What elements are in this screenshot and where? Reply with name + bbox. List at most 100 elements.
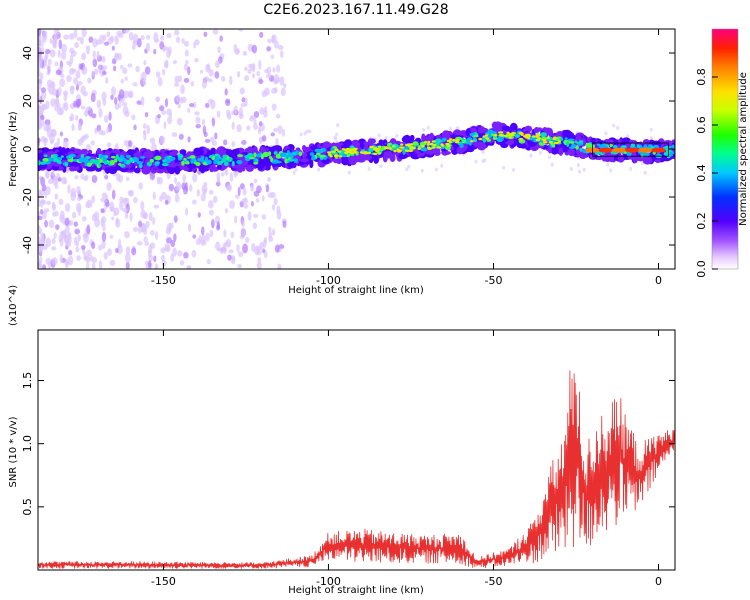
spectrogram-ridge-peak (333, 154, 338, 158)
spectrogram-speckle (79, 36, 85, 45)
spectrogram-speckle (115, 247, 119, 253)
spectrogram-ridge-core (200, 155, 205, 161)
spectrogram-speckle (101, 91, 107, 101)
spectrogram-speckle (124, 231, 130, 239)
spectrogram-speckle (277, 263, 282, 269)
spectrogram-speckle (194, 57, 199, 63)
spectrogram-ridge-core (138, 163, 143, 169)
spectrogram-speckle (51, 168, 55, 177)
spectrogram-speckle (193, 101, 197, 109)
spectrogram-speckle (275, 137, 279, 148)
spectrogram-ridge-core (223, 161, 229, 167)
spectrogram-speckle (122, 208, 128, 213)
spectrogram-speckle (123, 29, 130, 34)
spectrogram-speckle (41, 184, 47, 192)
spectrogram-speckle (195, 116, 201, 124)
spectrogram-ridge-cell (198, 164, 205, 172)
spectrogram-speckle (303, 131, 307, 136)
spectrogram-speckle (50, 81, 55, 89)
spectrogram-ridge-core (442, 137, 446, 142)
spectrogram-speckle (248, 63, 253, 69)
spectrogram-ridge-cell (501, 125, 511, 130)
spectrogram-speckle (44, 219, 48, 228)
spectrogram-speckle (128, 31, 134, 41)
snr-panel: -150 -100 -50 0 0.5 1.0 1.5 Height of straight… (8, 285, 676, 596)
spectrogram-ridge-peak (485, 137, 490, 140)
spectrogram-y-tick-label: -40 (21, 236, 34, 254)
colorbar-gradient (712, 29, 738, 269)
spectrogram-speckle (119, 196, 124, 203)
spectrogram-speckle (299, 132, 303, 137)
spectrogram-ridge-core (578, 140, 584, 144)
spectrogram-speckle (96, 99, 102, 109)
spectrogram-y-tick-label: 20 (21, 94, 34, 108)
spectrogram-speckle (100, 197, 106, 203)
spectrogram-speckle (187, 136, 191, 143)
spectrogram-ridge-peak (337, 150, 342, 153)
spectrogram-speckle (63, 139, 69, 150)
colorbar-frame (711, 28, 739, 270)
spectrogram-speckle (448, 126, 452, 131)
spectrogram-ridge-core (315, 152, 321, 156)
spectrogram-speckle (407, 164, 411, 169)
spectrogram-ridge-core (236, 159, 243, 165)
spectrogram-speckle (367, 166, 371, 171)
spectrogram-speckle (127, 190, 133, 197)
spectrogram-speckle (45, 123, 50, 132)
spectrogram-speckle (244, 97, 248, 107)
spectrogram-speckle (578, 169, 582, 174)
spectrogram-ridge-core (154, 161, 160, 164)
spectrogram-y-axis-label: Frequency (Hz) (8, 111, 19, 187)
spectrogram-speckle (149, 137, 156, 144)
spectrogram-ridge-peak (375, 149, 380, 153)
spectrogram-ridge-peak (408, 149, 413, 153)
spectrogram-speckle (122, 197, 129, 202)
spectrogram-ridge-peak (327, 151, 332, 154)
spectrogram-ridge-cell (320, 158, 331, 164)
spectrogram-ridge-core (647, 145, 652, 149)
spectrogram-speckle (44, 137, 49, 143)
spectrogram-speckle (109, 234, 114, 240)
spectrogram-ridge-cell (303, 146, 311, 153)
spectrogram-ridge-core (154, 155, 162, 161)
spectrogram-speckle (512, 167, 516, 172)
spectrogram-speckle (173, 176, 178, 184)
spectrogram-speckle (194, 111, 200, 116)
spectrogram-speckle (226, 109, 231, 118)
spectrogram-ridge-cell (477, 142, 487, 151)
spectrogram-speckle (49, 49, 56, 58)
spectrogram-ridge-peak (417, 147, 421, 150)
spectrogram-speckle (108, 111, 112, 121)
spectrogram-ridge-cell (362, 141, 369, 150)
spectrogram-ridge-cell (601, 155, 612, 162)
spectrogram-x-tick-label: -150 (151, 274, 176, 287)
spectrogram-speckle (55, 97, 60, 107)
spectrogram-speckle (164, 97, 169, 108)
spectrogram-ridge-core (146, 161, 152, 167)
spectrogram-speckle (38, 224, 41, 230)
spectrogram-ridge-core (468, 142, 472, 146)
spectrogram-speckle (86, 50, 90, 55)
spectrogram-speckle (68, 249, 73, 256)
spectrogram-speckle (159, 195, 163, 202)
spectrogram-speckle (231, 141, 236, 148)
spectrogram-speckle (160, 35, 165, 41)
spectrogram-speckle (126, 176, 130, 182)
spectrogram-speckle (77, 138, 83, 146)
spectrogram-speckle (229, 200, 235, 209)
spectrogram-ridge-cell (340, 144, 349, 150)
spectrogram-speckle (216, 221, 220, 230)
spectrogram-ridge-peak (431, 140, 436, 143)
spectrogram-speckle (109, 35, 115, 42)
spectrogram-ridge-peak (399, 146, 405, 149)
spectrogram-speckle (51, 88, 57, 96)
spectrogram-speckle (39, 119, 45, 127)
spectrogram-speckle (191, 199, 197, 205)
spectrogram-ridge-peak (369, 145, 375, 149)
spectrogram-ridge-peak (404, 149, 409, 152)
spectrogram-ridge-cell (367, 138, 374, 146)
snr-x-tick-label: -100 (316, 575, 341, 588)
spectrogram-speckle (261, 214, 267, 220)
spectrogram-speckle (73, 29, 78, 39)
spectrogram-speckle (102, 98, 107, 106)
